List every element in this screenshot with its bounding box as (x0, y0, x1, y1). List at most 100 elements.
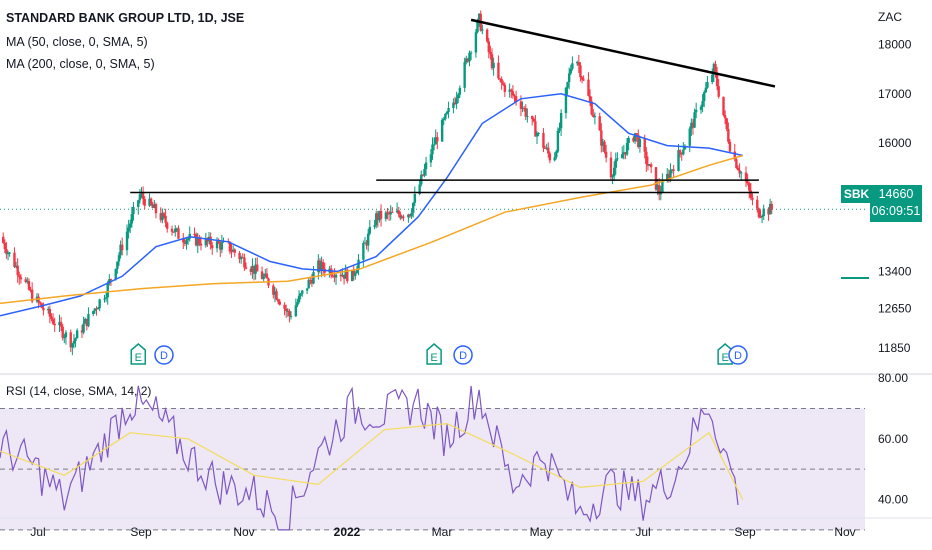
candle-body (243, 257, 246, 268)
candle-body (182, 238, 185, 243)
candle-body (625, 142, 629, 155)
candle-body (735, 159, 738, 168)
candle-body (678, 150, 682, 153)
candle-body (149, 198, 153, 205)
candle-body (310, 280, 314, 284)
candle-body (553, 157, 556, 161)
candle-body (489, 52, 492, 55)
candle-body (318, 260, 322, 271)
candle-body (728, 141, 732, 152)
price-tick-label: 17000 (878, 87, 912, 101)
candle-body (175, 228, 179, 230)
time-axis-label: Jul (635, 525, 650, 539)
time-axis-label: Nov (233, 525, 254, 539)
time-axis-label: Mar (432, 525, 453, 539)
ma50-legend[interactable]: MA (50, close, 0, SMA, 5) (6, 35, 148, 49)
candle-body (612, 167, 616, 177)
candle-body (162, 213, 166, 216)
candle-body (230, 251, 233, 253)
candle-body (296, 302, 299, 306)
time-axis-label: May (530, 525, 553, 539)
candle-body (738, 170, 741, 174)
candle-body (649, 164, 653, 168)
candle-body (154, 204, 158, 214)
candle-body (566, 82, 569, 88)
candle-body (138, 194, 142, 201)
ma200-legend[interactable]: MA (200, close, 0, SMA, 5) (6, 57, 155, 71)
candle-body (646, 164, 650, 166)
candle-body (93, 308, 97, 311)
candle-body (98, 299, 101, 309)
candle-body (354, 273, 357, 276)
candles (2, 10, 773, 356)
candle-body (645, 151, 648, 165)
candle-body (643, 138, 646, 152)
price-marker (841, 277, 869, 279)
candle-body (384, 212, 388, 219)
candle-body (104, 297, 108, 299)
candle-body (256, 264, 259, 272)
candle-body (3, 242, 7, 250)
price-tick-label: 12650 (878, 301, 912, 315)
candle-body (92, 310, 95, 314)
candle-body (614, 159, 617, 168)
dividend-icon (453, 345, 473, 365)
candle-body (714, 63, 717, 74)
candle-body (469, 52, 473, 54)
candle-body (757, 208, 761, 218)
candle-body (453, 102, 457, 104)
candle-body (693, 112, 696, 128)
candle-body (400, 216, 404, 219)
candle-body (109, 279, 113, 281)
candle-body (569, 68, 572, 74)
candle-body (656, 185, 659, 190)
price-tick-label: 18000 (878, 38, 912, 52)
candle-body (402, 216, 405, 218)
candle-body (593, 116, 597, 118)
candle-body (386, 212, 389, 214)
resistance-trendline (470, 18, 776, 88)
candle-body (334, 274, 338, 278)
candle-body (717, 86, 720, 97)
candle-body (288, 310, 291, 317)
candle-body (196, 237, 199, 246)
candle-body (514, 96, 518, 102)
candle-body (63, 337, 66, 339)
dividend-icon (728, 345, 748, 365)
candle-body (151, 204, 154, 208)
candle-body (159, 213, 162, 221)
candle-body (252, 265, 256, 274)
candle-body (209, 236, 212, 246)
candle-body (272, 285, 275, 295)
candle-body (703, 92, 706, 101)
candle-body (53, 323, 56, 326)
ma50-line (0, 93, 743, 317)
candle-body (442, 119, 445, 121)
candle-body (577, 62, 581, 66)
candle-body (307, 279, 310, 289)
candle-body (95, 308, 98, 310)
candle-body (661, 180, 664, 193)
candle-body (497, 62, 500, 79)
candle-body (688, 128, 691, 146)
candle-body (193, 233, 196, 235)
candle-body (309, 279, 312, 281)
candle-body (627, 137, 630, 143)
candle-body (667, 173, 671, 179)
candle-body (555, 151, 558, 158)
candle-body (502, 82, 505, 85)
candle-body (485, 29, 489, 42)
rsi-legend[interactable]: RSI (14, close, SMA, 14, 2) (6, 384, 152, 398)
candle-body (8, 252, 11, 254)
candle-body (701, 100, 704, 107)
candle-body (530, 115, 534, 119)
candle-body (526, 115, 529, 117)
candle-body (75, 330, 79, 339)
candle-body (84, 318, 87, 324)
candle-body (508, 89, 511, 92)
candle-body (87, 313, 90, 327)
candle-body (132, 206, 135, 215)
candle-body (233, 249, 236, 253)
candle-body (616, 158, 619, 160)
